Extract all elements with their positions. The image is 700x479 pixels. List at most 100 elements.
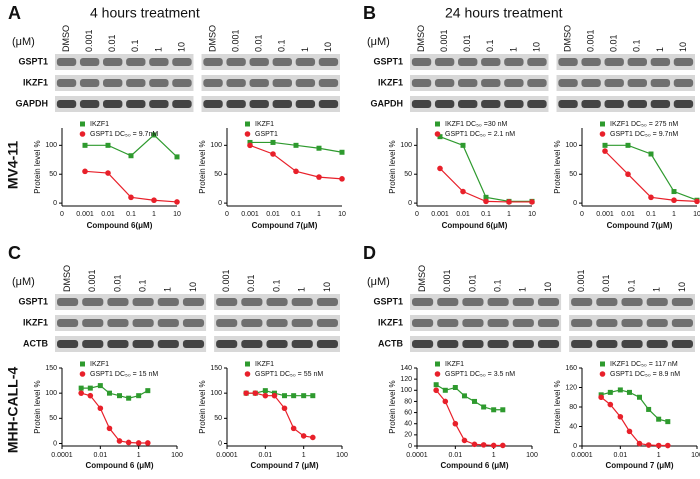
unit-label: (μM) [12, 36, 35, 48]
row-label: GSPT1 [18, 56, 48, 66]
blot-band [126, 100, 146, 108]
lane-label: 0.1 [138, 279, 148, 292]
blot-band [56, 58, 77, 66]
y-tick-label: 100 [400, 387, 412, 394]
x-tick-label: 1 [507, 211, 511, 218]
point [128, 194, 134, 201]
blot-band [318, 79, 339, 87]
blot-band [411, 79, 432, 87]
blot-band [673, 58, 694, 66]
blot-band [673, 79, 694, 87]
x-tick-label: 100 [526, 452, 538, 459]
point [461, 437, 468, 444]
point [281, 405, 288, 412]
lane-label: 0.1 [485, 39, 495, 52]
lane-label: 10 [531, 42, 541, 52]
point [648, 151, 654, 157]
legend-label: GSPT1 [255, 131, 278, 138]
fit-line [604, 150, 698, 202]
lane-label: 0.1 [626, 279, 636, 292]
blot-band [512, 340, 534, 348]
y-axis-label: Protein level % [388, 140, 397, 193]
lane-label: DMSO [562, 25, 572, 52]
blot-band [157, 298, 179, 306]
point [637, 394, 642, 400]
point [105, 142, 111, 148]
blot-band [107, 340, 129, 348]
blot-band [182, 319, 205, 327]
y-tick-label: 80 [569, 404, 577, 411]
lane-label: 0.01 [609, 34, 619, 52]
blot-band [412, 340, 434, 348]
blot-band [126, 58, 146, 66]
lane-label: 0.01 [467, 274, 477, 292]
blot-band [272, 100, 292, 108]
point [645, 442, 652, 448]
point [665, 442, 671, 449]
blot-band [558, 100, 578, 108]
y-tick-label: 50 [569, 171, 577, 178]
point [310, 393, 316, 399]
legend-label: IKZF1 [90, 361, 109, 368]
point [598, 394, 604, 401]
blot-band [596, 340, 618, 348]
blot-band [487, 298, 509, 306]
blot-band [132, 298, 154, 306]
point [116, 438, 123, 444]
point [500, 407, 506, 413]
lane-label: 1 [163, 287, 173, 292]
point [339, 149, 345, 155]
point [174, 154, 180, 160]
x-axis-label: Compound 7 (μM) [251, 461, 319, 470]
x-tick-label: 0.001 [596, 211, 614, 218]
panel-title: 24 hours treatment [445, 5, 563, 21]
point [151, 132, 157, 138]
blot-band [57, 298, 79, 306]
blot-band [646, 340, 668, 348]
point [128, 153, 134, 159]
point [607, 389, 613, 395]
x-tick-label: 0.1 [481, 211, 491, 218]
y-tick-label: 20 [404, 432, 412, 439]
y-tick-label: 160 [565, 365, 577, 372]
blot-band [437, 319, 459, 327]
y-axis-label: Protein level % [33, 140, 42, 193]
row-label: GSPT1 [373, 296, 403, 306]
point [490, 442, 497, 449]
point [506, 199, 512, 205]
point [262, 392, 269, 399]
blot-band [581, 79, 601, 87]
point [125, 439, 132, 446]
blot-band [266, 319, 288, 327]
x-axis-label: Compound 6(μM) [442, 221, 508, 230]
blot-band [57, 340, 79, 348]
legend-marker [80, 361, 85, 367]
point [452, 420, 459, 427]
blot-band [458, 58, 478, 66]
blot-band [537, 298, 560, 306]
x-tick-label: 0.0001 [216, 452, 238, 459]
blot-band [266, 340, 288, 348]
point [607, 401, 614, 408]
panel-letter: D [363, 243, 376, 263]
blot-band [241, 298, 263, 306]
point [316, 145, 322, 151]
blot-band [646, 298, 668, 306]
blot-band [596, 298, 618, 306]
x-tick-label: 0.1 [646, 211, 656, 218]
legend-marker [435, 361, 440, 367]
y-axis-label: Protein level % [198, 380, 207, 433]
row-label: GSPT1 [373, 56, 403, 66]
blot-band [504, 100, 524, 108]
y-tick-label: 0 [53, 440, 57, 447]
x-tick-label: 0.01 [449, 452, 463, 459]
lane-label: 0.01 [254, 34, 264, 52]
lane-label: DMSO [416, 25, 426, 52]
lane-label: 0.1 [130, 39, 140, 52]
point [617, 387, 623, 393]
unit-label: (μM) [367, 36, 390, 48]
blot-band [411, 100, 432, 108]
point [433, 382, 439, 388]
point [461, 393, 467, 399]
x-tick-label: 1 [317, 211, 321, 218]
